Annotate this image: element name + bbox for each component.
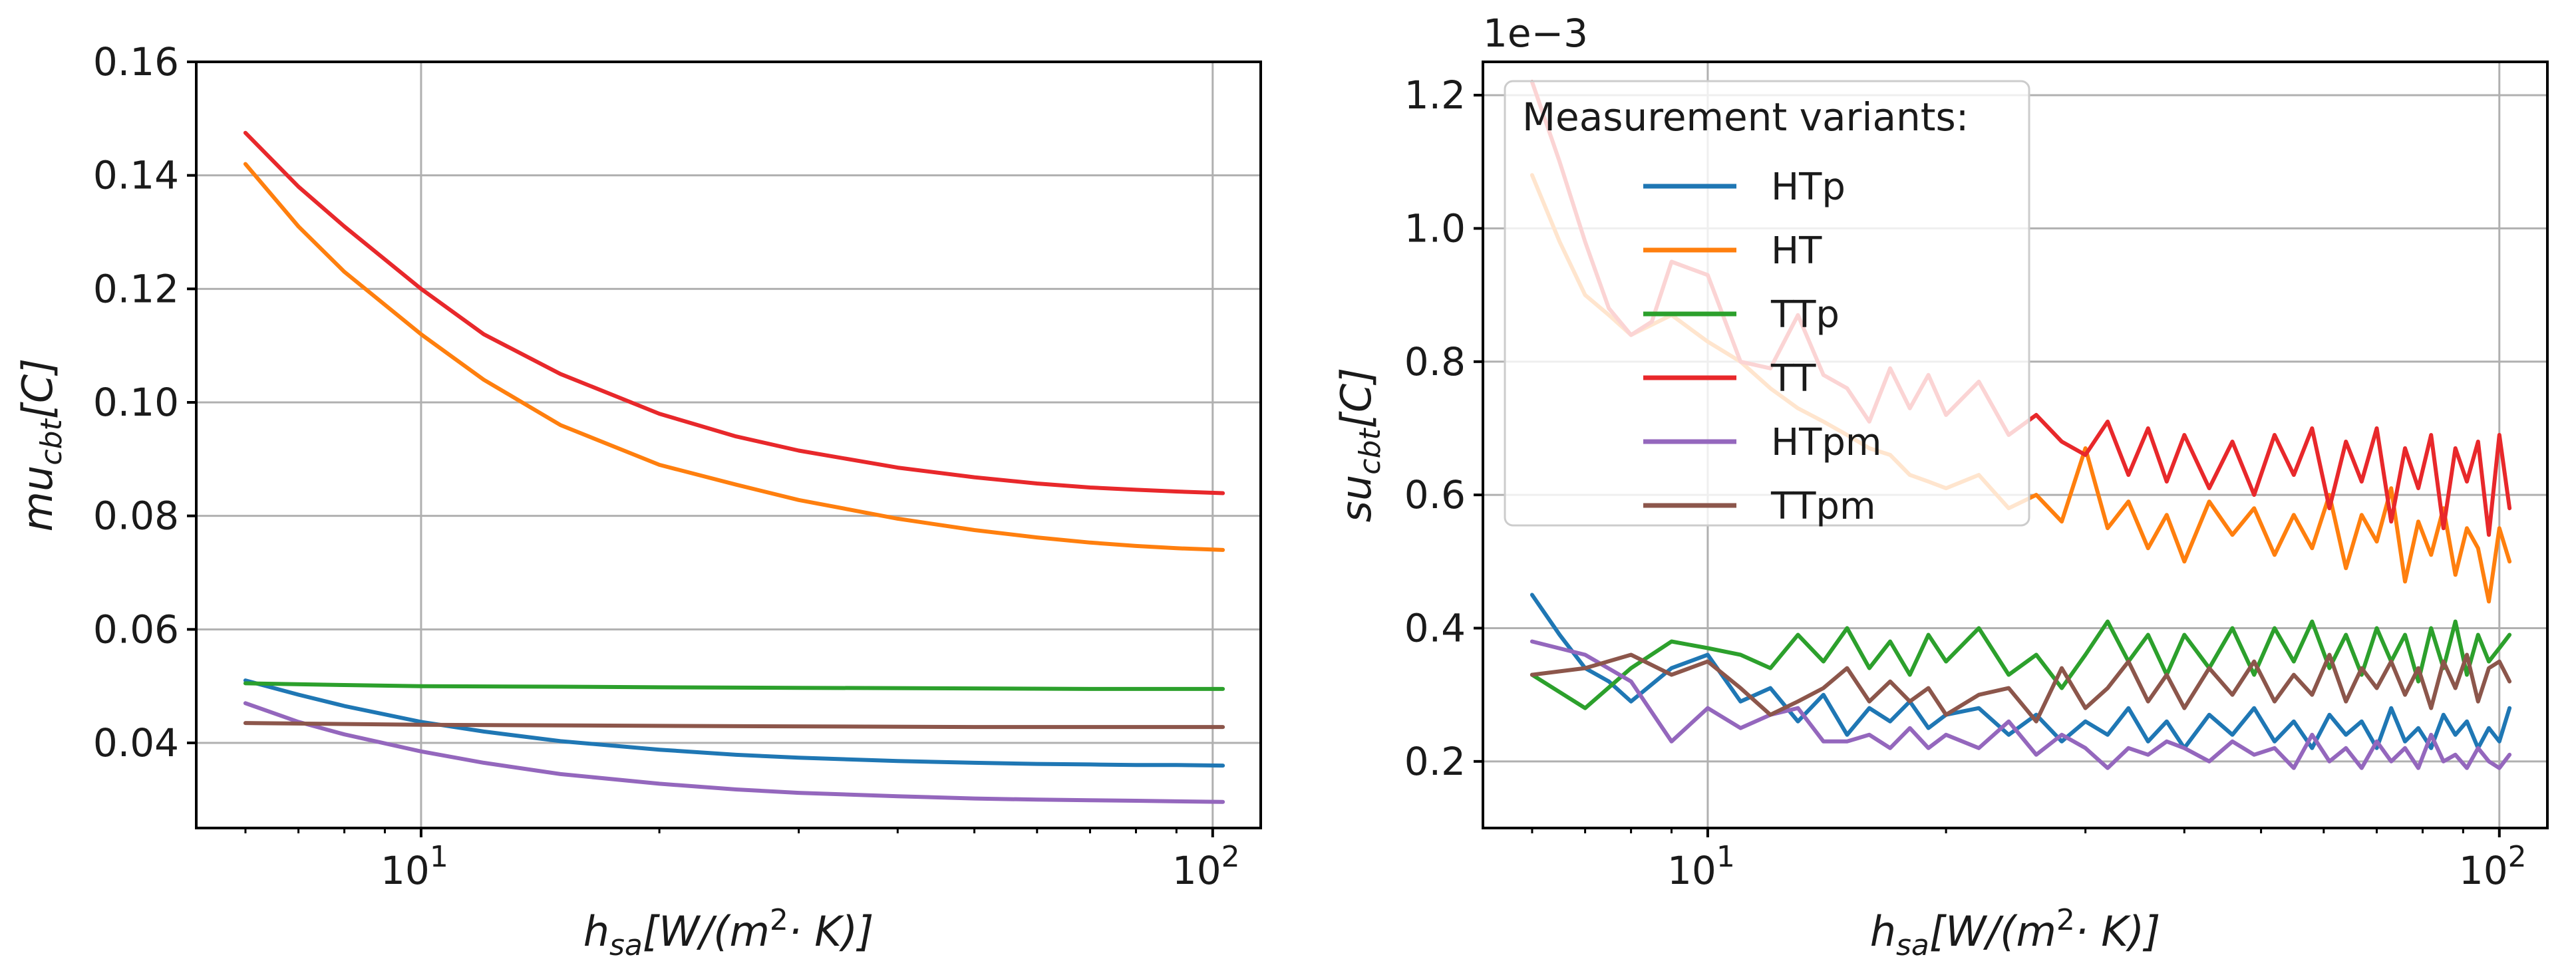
right-chart-ticks <box>1474 94 2501 837</box>
left-x-label-sup: 2 <box>770 903 788 937</box>
right-x-tick-exponent: 1 <box>1716 840 1735 874</box>
right-y-tick-label: 0.6 <box>1404 472 1466 517</box>
right-x-label-end: · K)] <box>2075 907 2160 956</box>
right-chart-axes-frame <box>1482 61 2549 829</box>
left-series-ttpm <box>243 721 1225 730</box>
right-x-label-rest: [W/(m <box>1929 907 2056 956</box>
right-y-tick-label: 0.8 <box>1404 339 1466 384</box>
left-series-htpm <box>243 701 1225 804</box>
left-y-tick-label: 0.12 <box>93 266 179 311</box>
left-chart: 0.040.060.080.100.120.140.16 101 102 hsa[… <box>13 39 1262 962</box>
left-y-tick-label: 0.14 <box>93 153 179 198</box>
right-x-label-main: h <box>1870 907 1896 956</box>
left-y-tick-label: 0.10 <box>93 380 179 425</box>
right-series-htp <box>1530 593 2512 750</box>
left-y-tick-label: 0.16 <box>93 39 179 84</box>
left-y-label-sub: cbt <box>35 418 69 466</box>
legend: Measurement variants: HTp HT TTp TT HTpm TTpm <box>1504 80 2030 528</box>
left-y-tick-label: 0.06 <box>93 607 179 652</box>
left-y-label-rest: [C] <box>13 358 62 420</box>
legend-label-ttpm: TTpm <box>1770 485 1876 528</box>
legend-label-htp: HTp <box>1771 166 1846 209</box>
right-series-htpm <box>1530 639 2512 770</box>
legend-title: Measurement variants: <box>1522 94 1969 140</box>
right-y-label-rest: [C] <box>1332 368 1380 429</box>
left-series-tt <box>243 130 1225 495</box>
left-y-tick-label: 0.08 <box>93 493 179 539</box>
right-y-label-sub: cbt <box>1353 428 1387 475</box>
legend-label-tt: TT <box>1770 357 1816 400</box>
right-x-label-sub: sa <box>1896 928 1929 962</box>
right-chart-y-axis-label: sucbt[C] <box>1332 368 1387 523</box>
left-x-tick-label: 102 <box>1172 840 1240 893</box>
right-chart-offset-text: 1e−3 <box>1483 11 1588 56</box>
right-chart: 0.20.40.60.81.01.2 101 102 1e−3 hsa[W/(m2… <box>1332 11 2549 962</box>
left-x-label-end: · K)] <box>788 907 874 956</box>
right-y-tick-label: 0.2 <box>1404 739 1466 784</box>
left-x-label-sub: sa <box>609 928 643 962</box>
right-chart-y-tick-labels: 0.2 0.4 0.6 0.8 1.0 1.2 <box>1404 72 1466 784</box>
right-x-tick-exponent: 2 <box>2508 840 2527 874</box>
left-chart-ticks <box>187 61 1214 837</box>
left-chart-axes-frame <box>195 61 1262 829</box>
left-chart-series <box>243 130 1225 804</box>
left-y-label-main: mu <box>13 466 62 532</box>
right-y-label-main: su <box>1332 475 1380 523</box>
legend-label-htpm: HTpm <box>1771 421 1881 464</box>
right-y-tick-label: 1.0 <box>1404 206 1466 251</box>
right-chart-x-axis-label: hsa[W/(m2· K)] <box>1870 903 2161 962</box>
right-y-tick-label: 1.2 <box>1404 72 1466 118</box>
left-chart-x-axis-label: hsa[W/(m2· K)] <box>583 903 874 962</box>
right-y-tick-label: 0.4 <box>1404 605 1466 650</box>
legend-items: HTp HT TTp TT HTpm TTpm <box>1643 166 1881 528</box>
left-x-label-main: h <box>583 907 609 956</box>
legend-label-ttp: TTp <box>1770 293 1840 337</box>
left-chart-y-axis-label: mucbt[C] <box>13 358 69 532</box>
left-x-tick-exponent: 2 <box>1221 840 1240 874</box>
left-series-ht <box>243 162 1225 552</box>
legend-label-ht: HT <box>1771 229 1822 273</box>
right-series-ttpm <box>1530 652 2512 724</box>
left-chart-y-tick-labels: 0.04 0.06 0.08 0.10 0.12 0.14 0.16 <box>93 39 179 766</box>
right-series-ttp <box>1530 619 2512 710</box>
right-x-label-sup: 2 <box>2056 903 2075 937</box>
left-y-tick-label: 0.04 <box>93 720 179 766</box>
left-series-ttp <box>243 681 1225 691</box>
left-x-tick-exponent: 1 <box>430 840 448 874</box>
legend-box <box>1504 80 2030 527</box>
left-series-htp <box>243 678 1225 768</box>
left-x-label-rest: [W/(m <box>643 907 770 956</box>
